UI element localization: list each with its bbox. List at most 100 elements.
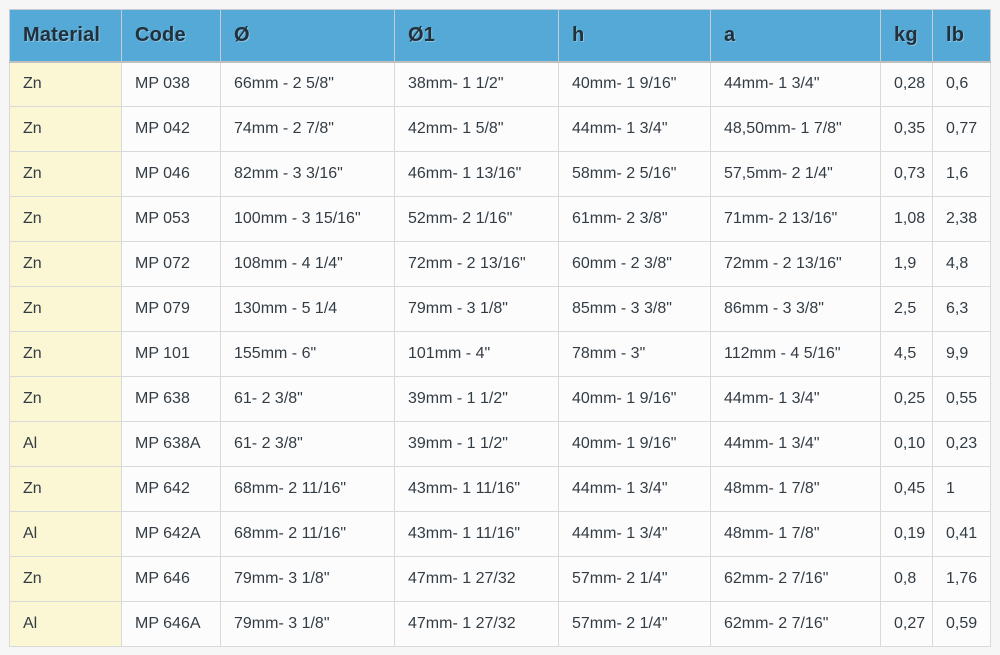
cell-diameter: 79mm- 3 1/8": [220, 556, 395, 602]
cell-h: 44mm- 1 3/4": [558, 511, 711, 557]
cell-diameter1: 46mm- 1 13/16": [394, 151, 559, 197]
cell-h: 40mm- 1 9/16": [558, 421, 711, 467]
cell-kg: 0,35: [880, 106, 933, 152]
cell-diameter: 108mm - 4 1/4": [220, 241, 395, 287]
cell-diameter: 61- 2 3/8": [220, 421, 395, 467]
cell-h: 60mm - 2 3/8": [558, 241, 711, 287]
cell-diameter: 100mm - 3 15/16": [220, 196, 395, 242]
cell-material: Al: [9, 511, 122, 557]
column-header-h: h: [558, 9, 711, 63]
cell-diameter: 74mm - 2 7/8": [220, 106, 395, 152]
cell-diameter1: 47mm- 1 27/32: [394, 556, 559, 602]
product-spec-table: Material Code Ø Ø1 h a kg lb Zn MP 038 66mm - 2 5…: [9, 9, 991, 647]
cell-code: MP 638A: [121, 421, 221, 467]
cell-code: MP 053: [121, 196, 221, 242]
cell-code: MP 642A: [121, 511, 221, 557]
table-body: Zn MP 038 66mm - 2 5/8" 38mm- 1 1/2" 40mm- 1…: [9, 61, 991, 647]
cell-a: 72mm - 2 13/16": [710, 241, 881, 287]
cell-h: 61mm- 2 3/8": [558, 196, 711, 242]
cell-lb: 4,8: [932, 241, 991, 287]
cell-material: Zn: [9, 241, 122, 287]
cell-h: 44mm- 1 3/4": [558, 106, 711, 152]
cell-a: 44mm- 1 3/4": [710, 376, 881, 422]
cell-a: 57,5mm- 2 1/4": [710, 151, 881, 197]
cell-a: 44mm- 1 3/4": [710, 61, 881, 107]
table-row: Zn MP 046 82mm - 3 3/16" 46mm- 1 13/16" 58mm…: [9, 151, 991, 197]
cell-h: 57mm- 2 1/4": [558, 556, 711, 602]
cell-lb: 9,9: [932, 331, 991, 377]
header-row: Material Code Ø Ø1 h a kg lb: [9, 9, 991, 63]
table-row: Zn MP 072 108mm - 4 1/4" 72mm - 2 13/16" 60m…: [9, 241, 991, 287]
cell-lb: 0,77: [932, 106, 991, 152]
cell-lb: 0,6: [932, 61, 991, 107]
column-header-kg: kg: [880, 9, 933, 63]
table-header: Material Code Ø Ø1 h a kg lb: [9, 9, 991, 63]
cell-a: 44mm- 1 3/4": [710, 421, 881, 467]
cell-diameter1: 42mm- 1 5/8": [394, 106, 559, 152]
cell-diameter: 82mm - 3 3/16": [220, 151, 395, 197]
cell-code: MP 042: [121, 106, 221, 152]
cell-diameter: 68mm- 2 11/16": [220, 466, 395, 512]
cell-diameter1: 101mm - 4": [394, 331, 559, 377]
cell-a: 48mm- 1 7/8": [710, 511, 881, 557]
cell-kg: 1,08: [880, 196, 933, 242]
table-row: Zn MP 646 79mm- 3 1/8" 47mm- 1 27/32 57mm- 2…: [9, 556, 991, 602]
cell-material: Zn: [9, 106, 122, 152]
cell-diameter1: 43mm- 1 11/16": [394, 511, 559, 557]
cell-diameter1: 38mm- 1 1/2": [394, 61, 559, 107]
cell-lb: 0,59: [932, 601, 991, 647]
cell-lb: 1,6: [932, 151, 991, 197]
cell-a: 71mm- 2 13/16": [710, 196, 881, 242]
cell-lb: 0,41: [932, 511, 991, 557]
column-header-a: a: [710, 9, 881, 63]
cell-h: 78mm - 3": [558, 331, 711, 377]
column-header-code: Code: [121, 9, 221, 63]
cell-diameter1: 72mm - 2 13/16": [394, 241, 559, 287]
cell-kg: 0,45: [880, 466, 933, 512]
cell-h: 44mm- 1 3/4": [558, 466, 711, 512]
cell-kg: 0,19: [880, 511, 933, 557]
table-row: Zn MP 038 66mm - 2 5/8" 38mm- 1 1/2" 40mm- 1…: [9, 61, 991, 107]
cell-kg: 0,10: [880, 421, 933, 467]
cell-code: MP 072: [121, 241, 221, 287]
cell-lb: 6,3: [932, 286, 991, 332]
cell-a: 112mm - 4 5/16": [710, 331, 881, 377]
cell-kg: 0,27: [880, 601, 933, 647]
cell-h: 57mm- 2 1/4": [558, 601, 711, 647]
cell-code: MP 642: [121, 466, 221, 512]
cell-diameter1: 39mm - 1 1/2": [394, 421, 559, 467]
cell-lb: 1: [932, 466, 991, 512]
cell-diameter1: 52mm- 2 1/16": [394, 196, 559, 242]
table-row: Zn MP 642 68mm- 2 11/16" 43mm- 1 11/16" 44mm…: [9, 466, 991, 512]
cell-diameter1: 47mm- 1 27/32: [394, 601, 559, 647]
cell-lb: 1,76: [932, 556, 991, 602]
cell-diameter1: 79mm - 3 1/8": [394, 286, 559, 332]
cell-material: Zn: [9, 196, 122, 242]
cell-lb: 0,23: [932, 421, 991, 467]
cell-material: Zn: [9, 151, 122, 197]
cell-code: MP 038: [121, 61, 221, 107]
cell-h: 40mm- 1 9/16": [558, 376, 711, 422]
cell-a: 48,50mm- 1 7/8": [710, 106, 881, 152]
cell-code: MP 646A: [121, 601, 221, 647]
cell-material: Zn: [9, 376, 122, 422]
cell-material: Zn: [9, 331, 122, 377]
cell-h: 85mm - 3 3/8": [558, 286, 711, 332]
cell-code: MP 046: [121, 151, 221, 197]
column-header-diameter1: Ø1: [394, 9, 559, 63]
cell-code: MP 646: [121, 556, 221, 602]
column-header-lb: lb: [932, 9, 991, 63]
cell-diameter: 68mm- 2 11/16": [220, 511, 395, 557]
cell-lb: 2,38: [932, 196, 991, 242]
cell-code: MP 638: [121, 376, 221, 422]
cell-kg: 2,5: [880, 286, 933, 332]
cell-kg: 4,5: [880, 331, 933, 377]
table-row: Zn MP 053 100mm - 3 15/16" 52mm- 2 1/16" 61m…: [9, 196, 991, 242]
cell-diameter: 61- 2 3/8": [220, 376, 395, 422]
cell-kg: 0,28: [880, 61, 933, 107]
cell-a: 62mm- 2 7/16": [710, 601, 881, 647]
column-header-material: Material: [9, 9, 122, 63]
table-row: Zn MP 042 74mm - 2 7/8" 42mm- 1 5/8" 44mm- 1…: [9, 106, 991, 152]
table-row: Al MP 638A 61- 2 3/8" 39mm - 1 1/2" 40mm- 1 …: [9, 421, 991, 467]
